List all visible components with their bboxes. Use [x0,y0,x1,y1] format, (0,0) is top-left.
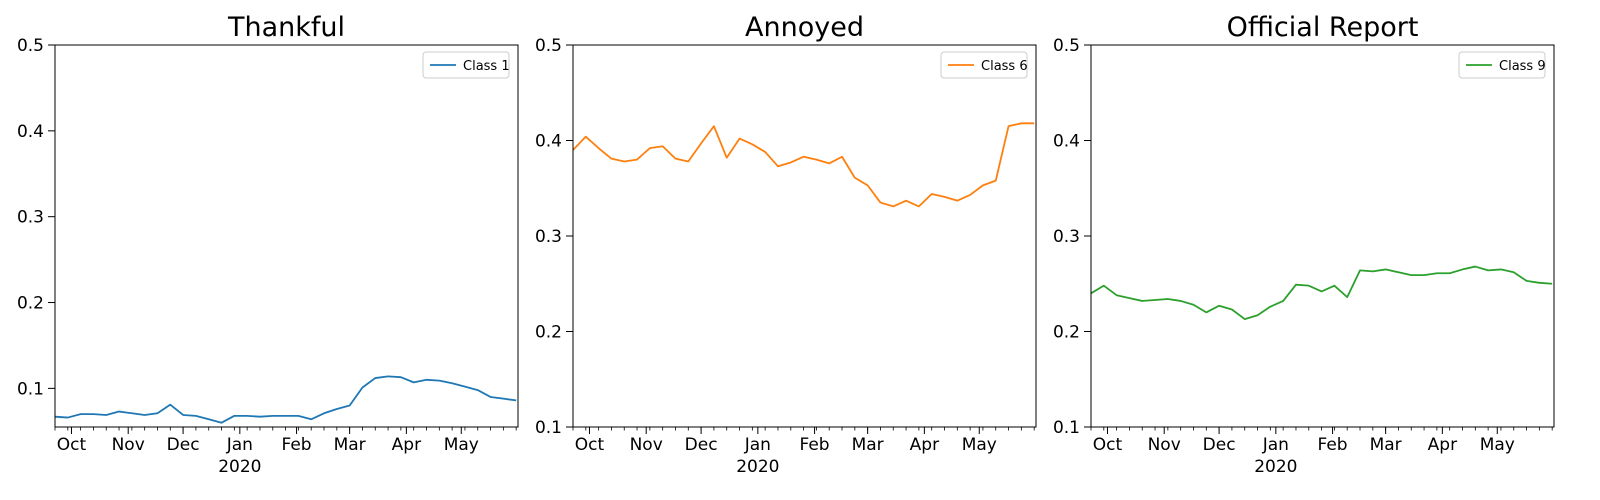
x-tick-label: Nov [112,435,145,455]
x-tick-label: May [1480,435,1515,455]
y-tick-label: 0.2 [17,294,44,314]
x-tick-label: Oct [1093,435,1123,455]
x-tick-label: Apr [910,435,939,455]
x-tick-label: Feb [282,435,312,455]
chart-title: Official Report [1227,12,1419,43]
legend-label: Class 6 [981,59,1028,74]
x-tick-label: Nov [1148,435,1181,455]
legend-label: Class 9 [1499,59,1546,74]
x-tick-label: Apr [1428,435,1457,455]
x-tick-label: Jan [744,435,771,455]
x-tick-label: Dec [685,435,718,455]
y-tick-label: 0.2 [1053,323,1080,343]
x-tick-label: Feb [800,435,830,455]
x-tick-label: Dec [1203,435,1236,455]
x-year-label: 2020 [736,457,779,477]
x-tick-label: Dec [167,435,200,455]
y-tick-label: 0.5 [17,36,44,56]
x-tick-label: Mar [1370,435,1402,455]
x-tick-label: Oct [57,435,87,455]
panel-official-report: Official Report Oct Nov Dec Jan Feb Mar Apr May 2… [1053,12,1555,477]
plot-frame [54,44,519,428]
x-tick-label: Mar [334,435,366,455]
x-tick-label: May [444,435,479,455]
series-line [573,122,1035,208]
series-line [55,375,517,424]
y-tick-label: 0.3 [1053,227,1080,247]
y-tick-label: 0.4 [17,122,44,142]
chart-title: Annoyed [745,12,864,43]
x-year-label: 2020 [1254,457,1297,477]
y-tick-label: 0.1 [17,379,44,399]
y-tick-label: 0.3 [535,227,562,247]
y-tick-label: 0.5 [535,36,562,56]
x-tick-label: Oct [575,435,605,455]
x-year-label: 2020 [218,457,261,477]
legend [1458,51,1546,79]
legend-label: Class 1 [463,59,510,74]
x-tick-label: Nov [630,435,663,455]
plot-frame [1090,44,1555,428]
y-tick-label: 0.5 [1053,36,1080,56]
x-tick-label: Feb [1318,435,1348,455]
y-tick-label: 0.3 [17,208,44,228]
y-tick-label: 0.4 [535,132,562,152]
x-tick-label: Jan [226,435,253,455]
y-tick-label: 0.1 [535,418,562,438]
legend [940,51,1028,79]
panel-annoyed: Annoyed Oct Nov Dec Jan Feb Mar Apr May 2020 0.1 0.… [535,12,1037,477]
y-tick-label: 0.1 [1053,418,1080,438]
legend [422,51,510,79]
series-line [1091,265,1553,320]
x-tick-label: Jan [1262,435,1289,455]
x-tick-label: Mar [852,435,884,455]
chart-title: Thankful [227,12,345,43]
panel-thankful: Thankful Oct Nov Dec Jan Feb Mar Apr May 2020 0.1 0… [17,12,519,477]
plot-frame [572,44,1037,428]
y-tick-label: 0.2 [535,323,562,343]
y-tick-label: 0.4 [1053,132,1080,152]
x-tick-label: May [962,435,997,455]
x-tick-label: Apr [392,435,421,455]
